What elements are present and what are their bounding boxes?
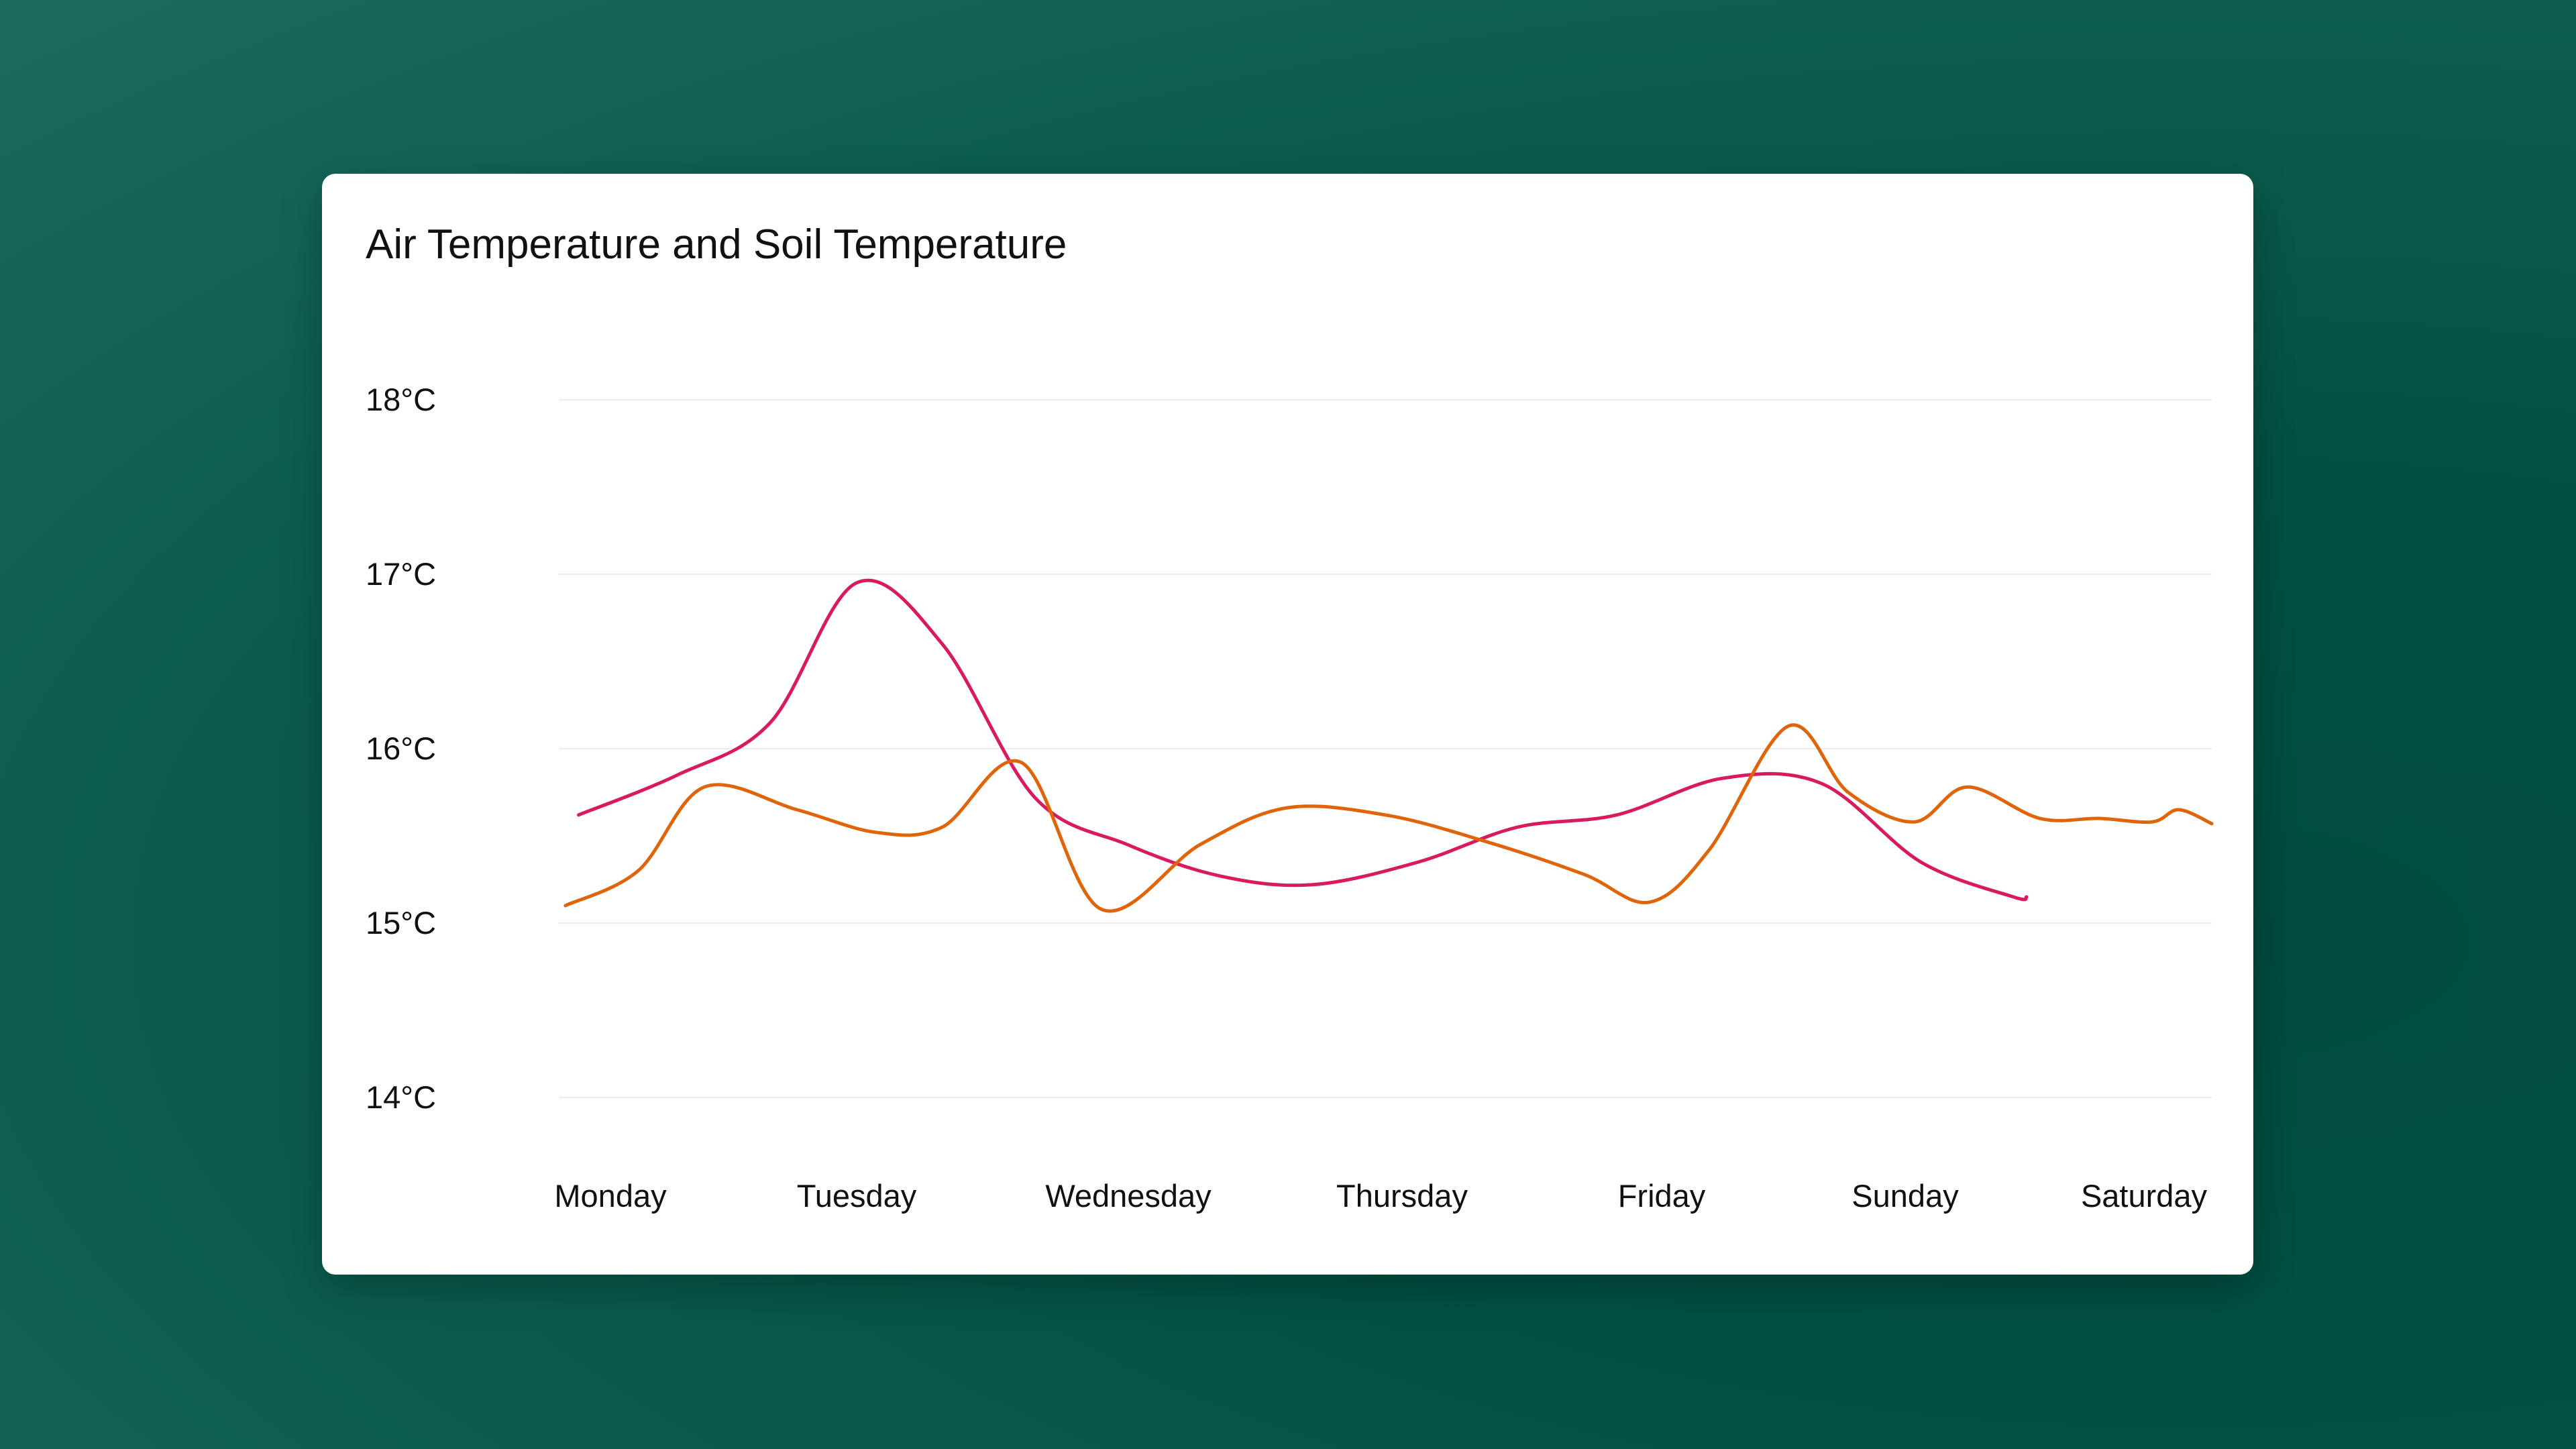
x-axis-ticks: Monday Tuesday Wednesday Thursday Friday Sund… [554,1178,2207,1214]
y-axis-ticks: 14°C 15°C 16°C 17°C 18°C [366,382,436,1115]
x-tick-label: Wednesday [1045,1178,1212,1214]
chart-card: Air Temperature and Soil Temperature 14°… [322,174,2253,1275]
y-tick-label: 17°C [366,556,436,592]
y-tick-label: 18°C [366,382,436,417]
series-layer [564,578,2214,913]
line-chart: 14°C 15°C 16°C 17°C 18°C Monday Tuesday Wednes… [366,382,2214,1214]
x-tick-label: Friday [1618,1178,1706,1214]
chart-title: Air Temperature and Soil Temperature [366,221,1067,268]
x-tick-label: Monday [554,1178,667,1214]
grid-layer [559,399,2212,1098]
x-tick-label: Saturday [2081,1178,2208,1214]
y-tick-label: 15°C [366,905,436,941]
series-line-2 [564,723,2214,913]
x-tick-label: Thursday [1336,1178,1468,1214]
y-tick-label: 16°C [366,731,436,766]
series-line-1 [577,578,2029,902]
y-tick-label: 14°C [366,1079,436,1115]
x-tick-label: Tuesday [797,1178,917,1214]
x-tick-label: Sunday [1851,1178,1959,1214]
